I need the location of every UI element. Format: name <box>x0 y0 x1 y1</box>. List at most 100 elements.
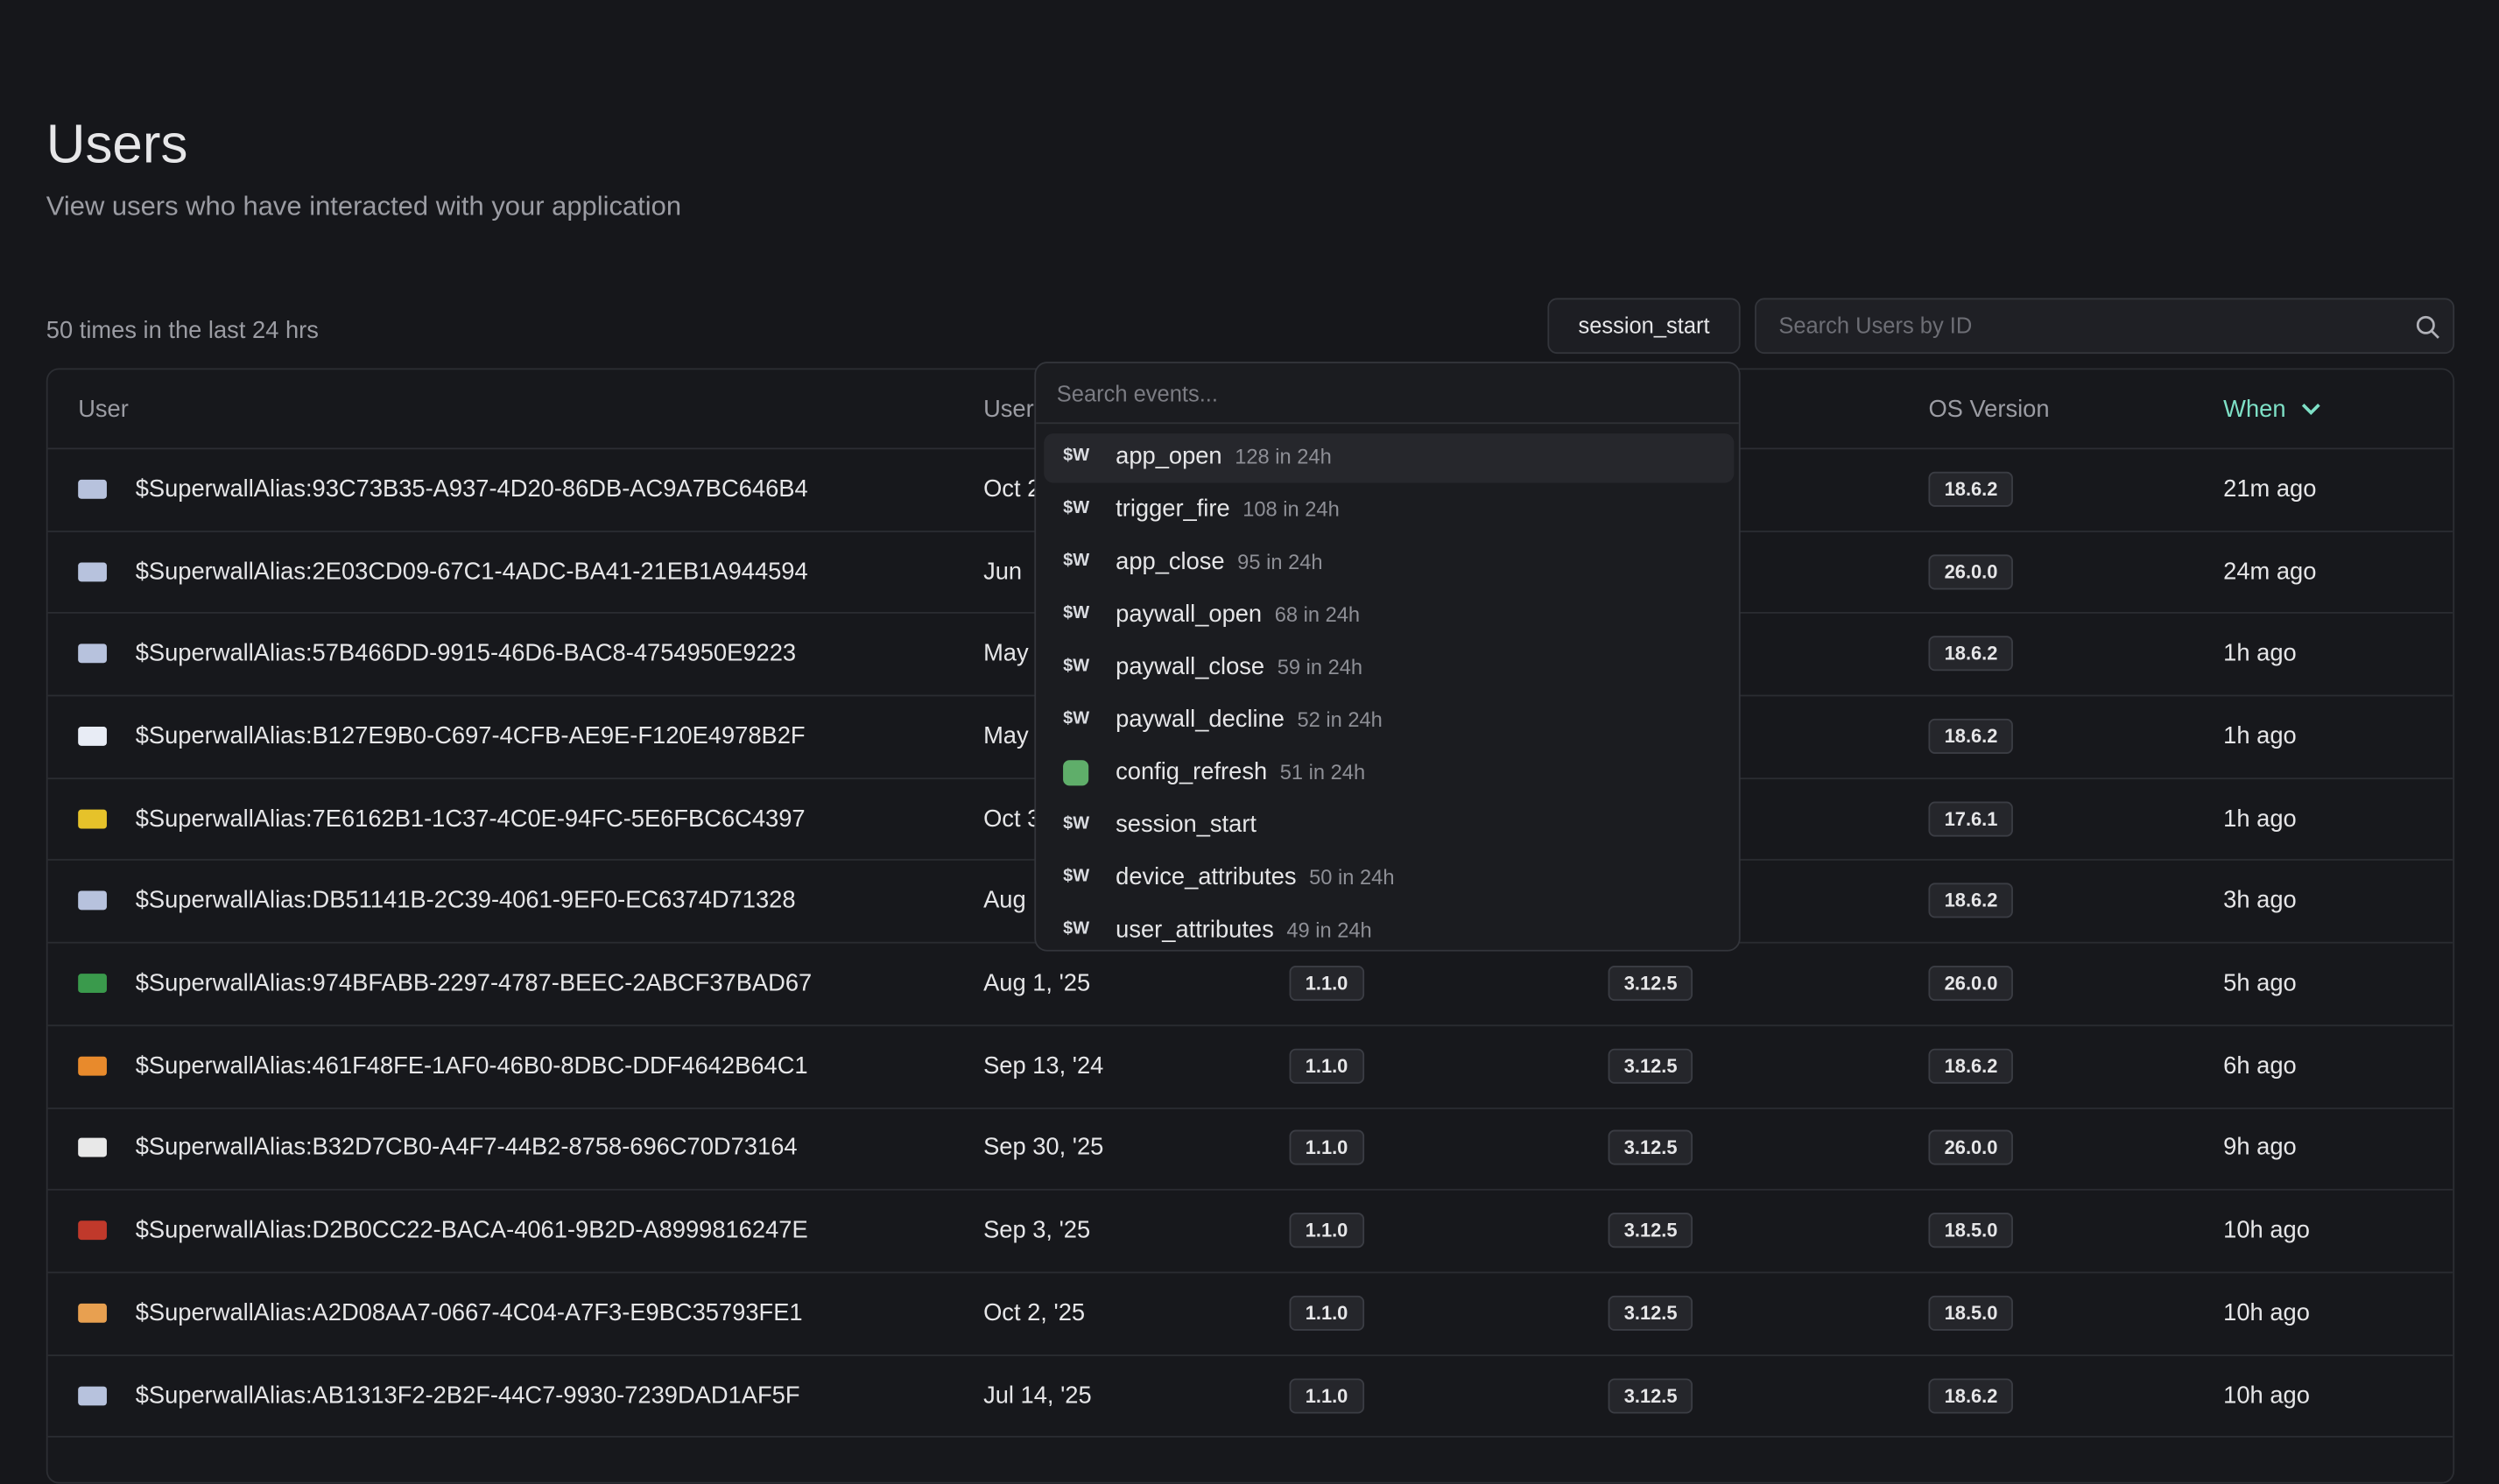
user-id: $SuperwallAlias:974BFABB-2297-4787-BEEC-… <box>135 969 813 997</box>
user-since: Sep 3, '25 <box>983 1216 1091 1244</box>
event-name: config_refresh 51 in 24h <box>1116 758 1365 785</box>
user-since: May <box>983 640 1029 668</box>
user-id: $SuperwallAlias:A2D08AA7-0667-4C04-A7F3-… <box>135 1299 803 1327</box>
sdk-version: 3.12.5 <box>1608 966 1693 1002</box>
column-header[interactable]: When <box>2223 395 2286 423</box>
column-header[interactable]: OS Version <box>1928 395 2050 423</box>
app-version: 1.1.0 <box>1289 966 1364 1002</box>
event-name: trigger_fire 108 in 24h <box>1116 496 1340 523</box>
event-item[interactable]: $W trigger_fire 108 in 24h <box>1044 486 1734 535</box>
event-button[interactable]: session_start <box>1547 298 1741 355</box>
sdk-version: 3.12.5 <box>1608 1213 1693 1248</box>
user-id: $SuperwallAlias:DB51141B-2C39-4061-9EF0-… <box>135 887 796 915</box>
when: 5h ago <box>2223 969 2297 997</box>
user-since: Jun <box>983 558 1023 586</box>
event-icon: $W <box>1063 603 1090 623</box>
user-id: $SuperwallAlias:B127E9B0-C697-4CFB-AE9E-… <box>135 722 806 750</box>
event-icon: $W <box>1063 498 1090 518</box>
event-item[interactable]: $W device_attributes 50 in 24h <box>1044 855 1734 904</box>
event-name: session_start <box>1116 811 1257 838</box>
event-count: 49 in 24h <box>1286 918 1372 942</box>
event-count: 68 in 24h <box>1274 602 1361 627</box>
user-since: May <box>983 722 1029 750</box>
when: 9h ago <box>2223 1134 2297 1162</box>
event-item[interactable]: $W user_attributes 49 in 24h <box>1044 907 1734 950</box>
when: 3h ago <box>2223 887 2297 915</box>
app-version: 1.1.0 <box>1289 1377 1364 1413</box>
event-icon: $W <box>1063 867 1090 887</box>
sdk-version: 3.12.5 <box>1608 1130 1693 1166</box>
sdk-version: 3.12.5 <box>1608 1377 1693 1413</box>
event-item[interactable]: $W app_open 128 in 24h <box>1044 433 1735 483</box>
user-id: $SuperwallAlias:D2B0CC22-BACA-4061-9B2D-… <box>135 1216 808 1244</box>
event-name: app_close 95 in 24h <box>1116 548 1322 575</box>
table-row[interactable]: $SuperwallAlias:B32D7CB0-A4F7-44B2-8758-… <box>47 1107 2453 1192</box>
event-icon: $W <box>1063 656 1090 676</box>
sdk-version: 3.12.5 <box>1608 1048 1693 1084</box>
country-flag <box>78 809 107 828</box>
when: 1h ago <box>2223 722 2297 750</box>
event-item[interactable]: $W app_close 95 in 24h <box>1044 538 1734 587</box>
user-id: $SuperwallAlias:B32D7CB0-A4F7-44B2-8758-… <box>135 1134 798 1162</box>
search-input[interactable]: Search Users by ID <box>1755 298 2455 355</box>
user-since: Jul 14, '25 <box>983 1382 1092 1410</box>
os-version: 18.5.0 <box>1928 1295 2014 1331</box>
table-row[interactable]: $SuperwallAlias:D2B0CC22-BACA-4061-9B2D-… <box>47 1189 2453 1274</box>
user-since: Sep 30, '25 <box>983 1134 1104 1162</box>
user-id: $SuperwallAlias:AB1313F2-2B2F-44C7-9930-… <box>135 1382 800 1410</box>
event-icon <box>1063 760 1089 786</box>
event-icon: $W <box>1063 814 1090 833</box>
column-header[interactable]: User <box>983 395 1034 423</box>
event-label: device_attributes <box>1116 863 1297 891</box>
event-name: paywall_open 68 in 24h <box>1116 601 1360 628</box>
app-version: 1.1.0 <box>1289 1295 1364 1331</box>
event-label: trigger_fire <box>1116 496 1230 524</box>
table-row[interactable]: $SuperwallAlias:AB1313F2-2B2F-44C7-9930-… <box>47 1354 2453 1438</box>
event-item[interactable]: $W session_start <box>1044 802 1734 851</box>
event-search[interactable]: Search events... <box>1036 363 1739 425</box>
table-row[interactable]: $SuperwallAlias:974BFABB-2297-4787-BEEC-… <box>47 942 2453 1026</box>
country-flag <box>78 1138 107 1158</box>
event-label: app_close <box>1116 548 1225 576</box>
event-label: paywall_decline <box>1116 706 1285 734</box>
event-item[interactable]: config_refresh 51 in 24h <box>1044 749 1734 798</box>
summary: 50 times in the last 24 hrs <box>46 317 319 345</box>
when: 1h ago <box>2223 805 2297 833</box>
os-version: 17.6.1 <box>1928 800 2014 836</box>
event-item[interactable]: $W paywall_decline 52 in 24h <box>1044 696 1734 745</box>
event-count: 59 in 24h <box>1277 655 1363 679</box>
event-icon: $W <box>1063 446 1090 466</box>
event-label: paywall_open <box>1116 601 1263 629</box>
event-count: 95 in 24h <box>1237 549 1323 574</box>
event-item[interactable]: $W paywall_open 68 in 24h <box>1044 591 1734 640</box>
event-label: app_open <box>1116 443 1222 470</box>
event-name: paywall_close 59 in 24h <box>1116 653 1362 680</box>
app-version: 1.1.0 <box>1289 1213 1364 1248</box>
event-name: user_attributes 49 in 24h <box>1116 917 1372 944</box>
event-label: session_start <box>1116 811 1257 839</box>
app-version: 1.1.0 <box>1289 1048 1364 1084</box>
sdk-version: 3.12.5 <box>1608 1295 1693 1331</box>
table-row[interactable]: $SuperwallAlias:A2D08AA7-0667-4C04-A7F3-… <box>47 1272 2453 1356</box>
event-item[interactable]: $W paywall_close 59 in 24h <box>1044 644 1734 693</box>
country-flag <box>78 1220 107 1241</box>
when: 10h ago <box>2223 1299 2310 1327</box>
user-since: Oct 3 <box>983 805 1041 833</box>
when: 1h ago <box>2223 640 2297 668</box>
event-name: device_attributes 50 in 24h <box>1116 864 1394 891</box>
table-row[interactable]: $SuperwallAlias:2E03CD09-67C1-4ADC-BA41-… <box>47 531 2453 615</box>
event-label: user_attributes <box>1116 916 1274 944</box>
event-icon: $W <box>1063 919 1090 939</box>
country-flag <box>78 1056 107 1076</box>
os-version: 18.5.0 <box>1928 1213 2014 1248</box>
event-name: app_open 128 in 24h <box>1116 443 1332 470</box>
search-placeholder: Search Users by ID <box>1778 312 1973 338</box>
os-version: 18.6.2 <box>1928 636 2014 672</box>
column-header[interactable]: User <box>78 395 129 423</box>
event-dropdown: Search events... $W app_open 128 in 24h $W t… <box>1034 362 1741 952</box>
user-since: Oct 2, '25 <box>983 1299 1086 1327</box>
user-id: $SuperwallAlias:57B466DD-9915-46D6-BAC8-… <box>135 640 797 668</box>
event-count: 50 in 24h <box>1309 865 1395 890</box>
app-version: 1.1.0 <box>1289 1130 1364 1166</box>
table-row[interactable]: $SuperwallAlias:461F48FE-1AF0-46B0-8DBC-… <box>47 1024 2453 1109</box>
